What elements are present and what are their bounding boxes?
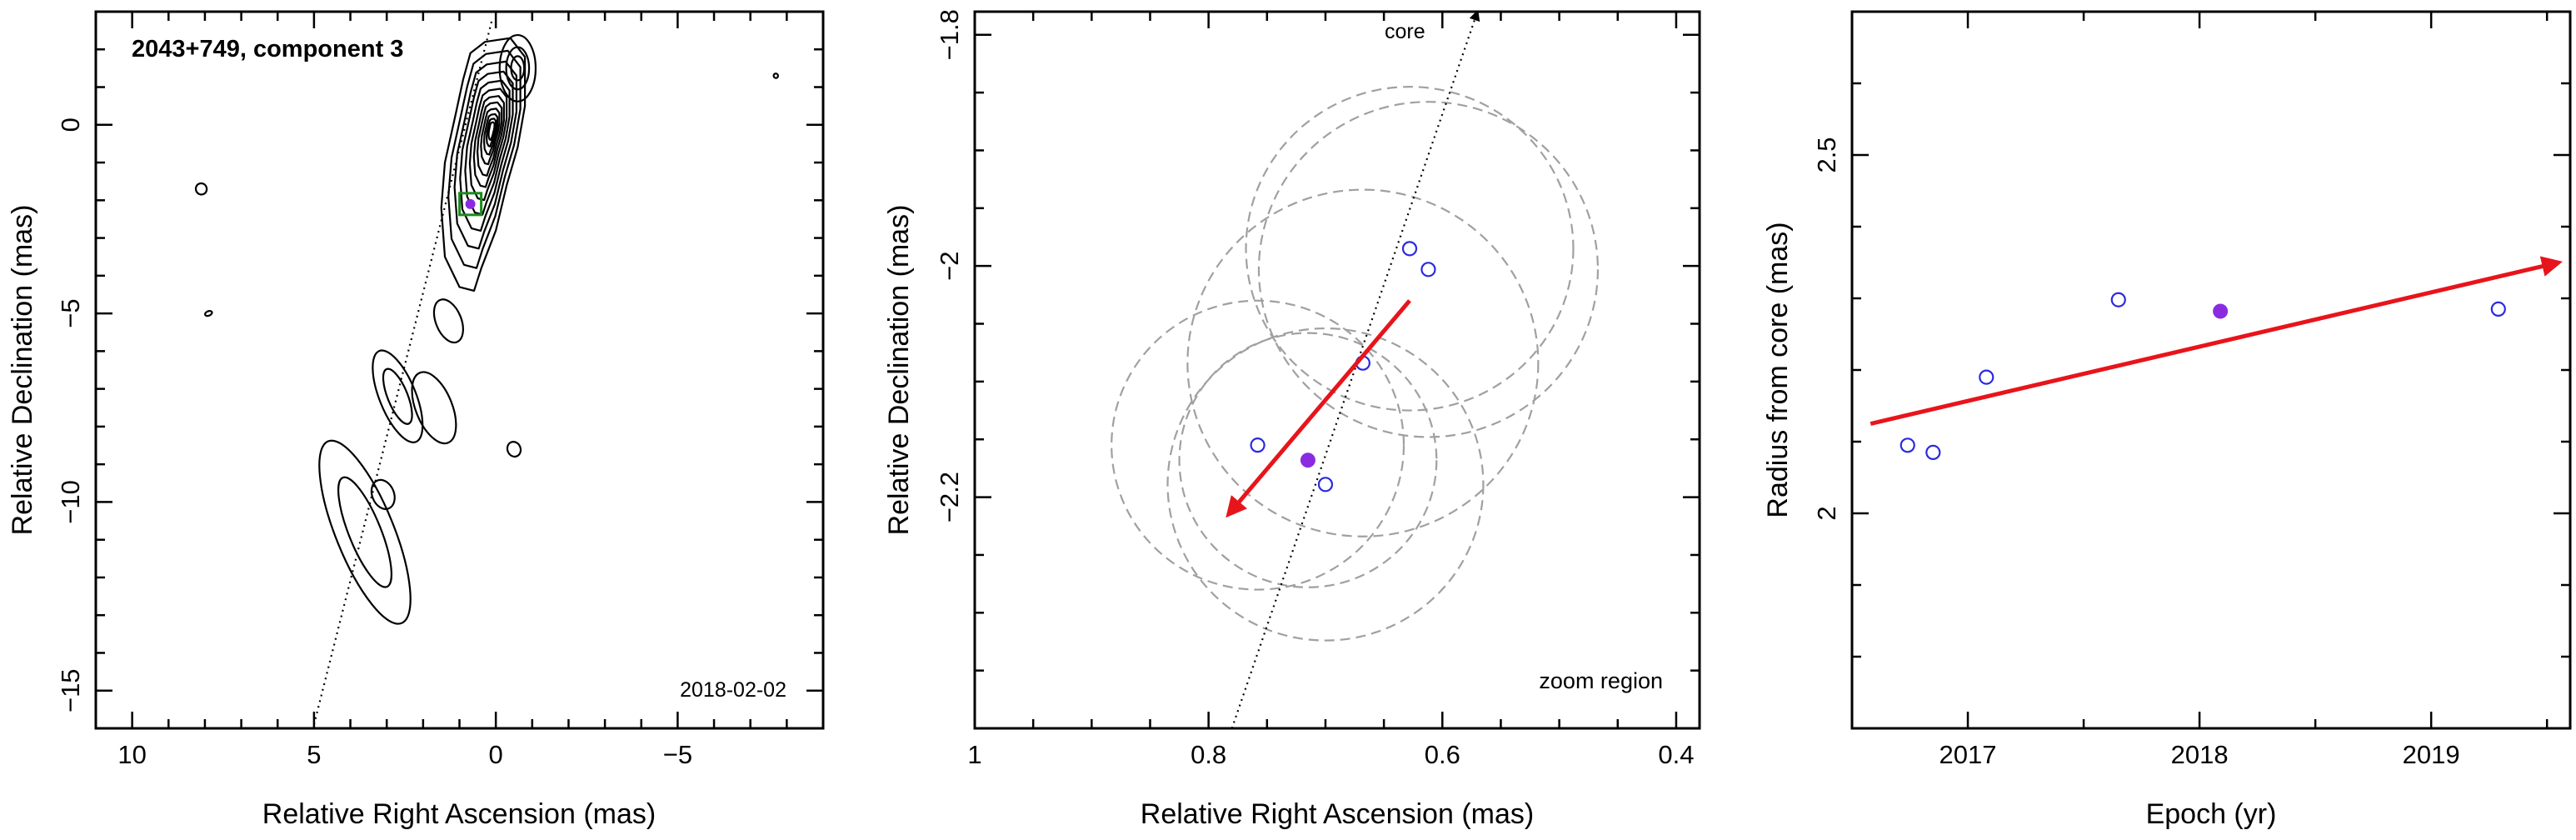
contour-island-inner: [382, 368, 413, 425]
contour-level: [453, 60, 518, 250]
component-box: [458, 192, 483, 217]
contour-island: [411, 371, 457, 445]
panel3-xlabel: Epoch (yr): [2146, 798, 2277, 830]
radius-plot-area: [1870, 256, 2563, 461]
error-circle: [1257, 101, 1600, 438]
panel2-xlabel: Relative Right Ascension (mas): [1141, 798, 1534, 830]
radius-point: [2110, 292, 2126, 308]
x-tick-label: 0.6: [1425, 740, 1460, 769]
current-epoch-point: [1300, 452, 1315, 468]
contour-map-panel: 10 5 0 −5 0 −5 −10 −15 2043+749, component 3 20…: [7, 10, 825, 830]
contour-level: [468, 88, 508, 202]
panel2-ylabel: Relative Declination (mas): [883, 205, 915, 536]
x-tick-label: 2019: [2403, 740, 2460, 769]
panel1-title: 2043+749, component 3: [132, 36, 403, 62]
core-label: core: [1385, 20, 1425, 43]
y-tick-label: −10: [56, 480, 85, 524]
x-tick-label: 0.8: [1191, 740, 1226, 769]
contour-island: [370, 478, 396, 510]
position-point: [1401, 241, 1418, 257]
error-circle: [1245, 86, 1575, 412]
jet-axis-line: [312, 18, 493, 725]
panel1-axes: 10 5 0 −5 0 −5 −10 −15: [56, 12, 823, 769]
contour-level: [464, 79, 511, 216]
contour-level: [485, 118, 497, 148]
y-tick-label: −1.8: [935, 9, 964, 60]
contour-island: [372, 349, 424, 443]
jet-axis-arrow: [1231, 12, 1480, 728]
position-point: [1317, 477, 1334, 492]
contour-secondary: [498, 33, 537, 102]
x-tick-label: 2018: [2171, 740, 2229, 769]
contour-level: [482, 112, 499, 156]
contour-level: [459, 70, 514, 232]
error-circle: [1111, 299, 1405, 591]
motion-arrow: [1226, 299, 1411, 518]
y-tick-label: 0: [56, 118, 85, 132]
x-tick-label: 10: [117, 740, 146, 769]
y-tick-label: −2.2: [935, 472, 964, 522]
zoom-region-label: zoom region: [1539, 668, 1663, 693]
contour-island: [204, 310, 213, 318]
x-tick-label: 0.4: [1658, 740, 1694, 769]
panel3-ylabel: Radius from core (mas): [1762, 222, 1794, 518]
y-tick-label: 2: [1812, 506, 1841, 520]
contour-secondary: [505, 46, 531, 91]
zoom-plot-area: [1111, 12, 1600, 728]
contour-island-inner: [337, 476, 392, 588]
radius-epoch-panel: 2017 2018 2019 2 2.5 Epoch (yr) Radius from …: [1762, 10, 2572, 830]
x-tick-label: 5: [307, 740, 321, 769]
contour-level: [480, 108, 501, 166]
contour-island: [772, 72, 779, 79]
panel1-date-label: 2018-02-02: [680, 678, 786, 702]
zoom-panel: 1 0.8 0.6 0.4 −1.8 −2 −2.2 core zoom region Re…: [883, 9, 1701, 830]
y-tick-label: −15: [56, 668, 85, 712]
radius-point: [1925, 444, 1941, 461]
x-tick-label: −5: [663, 740, 692, 769]
current-epoch-point: [2213, 303, 2229, 319]
panel2-frame: [973, 10, 1701, 730]
trend-arrow: [1870, 256, 2563, 426]
contour-level: [447, 49, 522, 269]
position-point: [1250, 438, 1266, 453]
radius-point: [2490, 301, 2506, 317]
contour-island: [318, 439, 412, 625]
error-circle: [1186, 188, 1540, 538]
position-point: [1420, 262, 1436, 278]
contour-plot-area: [194, 18, 779, 725]
error-circle: [1178, 332, 1438, 588]
radius-point: [1900, 438, 1915, 453]
error-circle: [1166, 327, 1485, 642]
y-tick-label: −2: [935, 251, 964, 280]
contour-level: [476, 101, 503, 177]
x-tick-label: 2017: [1939, 740, 1997, 769]
radius-point: [1979, 369, 1994, 385]
panel1-ylabel: Relative Declination (mas): [7, 205, 38, 536]
contour-level: [487, 121, 496, 141]
panel3-axes: 2017 2018 2019 2 2.5: [1812, 12, 2570, 769]
panel1-xlabel: Relative Right Ascension (mas): [262, 798, 656, 830]
x-tick-label: 0: [489, 740, 503, 769]
contour-island: [432, 298, 464, 344]
contour-secondary: [510, 55, 526, 82]
contour-level: [472, 95, 506, 188]
panel2-axes: 1 0.8 0.6 0.4 −1.8 −2 −2.2: [935, 9, 1700, 769]
y-tick-label: 2.5: [1812, 137, 1841, 172]
contour-island: [194, 182, 208, 196]
component-marker: [465, 198, 476, 209]
panel3-frame: [1850, 10, 2572, 730]
x-tick-label: 1: [967, 740, 981, 769]
y-tick-label: −5: [56, 298, 85, 328]
contour-island: [506, 441, 522, 458]
